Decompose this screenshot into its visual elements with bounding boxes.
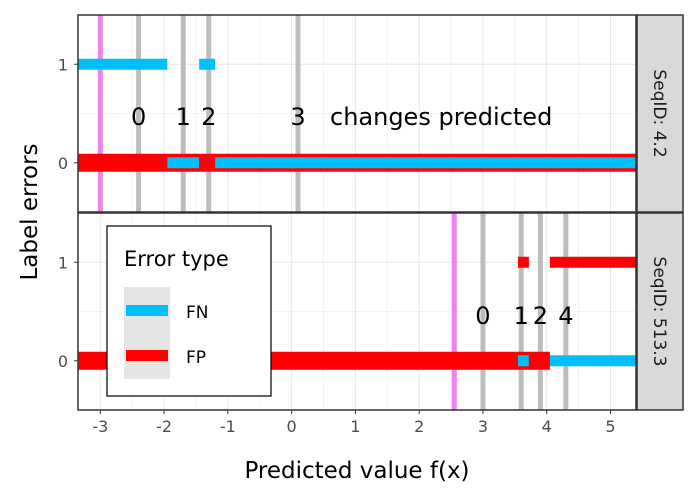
- y-tick-label: 1: [58, 55, 68, 74]
- legend-label-fn: FN: [186, 303, 209, 323]
- x-tick-label: 0: [287, 417, 297, 436]
- segment-fn: [549, 355, 636, 367]
- segment-fp: [78, 157, 168, 169]
- segment-fn: [199, 58, 216, 70]
- legend: Error type FN FP: [106, 225, 272, 397]
- segment-fn: [78, 58, 168, 70]
- x-tick-label: 1: [350, 417, 360, 436]
- strip-background: [636, 212, 684, 411]
- segment-fn: [518, 355, 529, 367]
- x-tick-label: 4: [542, 417, 552, 436]
- change-count-label: 4: [558, 302, 573, 330]
- change-count-label: 0: [475, 302, 490, 330]
- legend-label-fp: FP: [186, 348, 206, 368]
- strip-label: SeqID: 4.2: [649, 69, 669, 157]
- strip-background: [636, 14, 684, 213]
- segment-fp: [549, 256, 636, 268]
- x-tick-label: -3: [92, 417, 108, 436]
- strip-label: SeqID: 513.3: [649, 257, 669, 367]
- changes-predicted-annotation: changes predicted: [330, 103, 552, 131]
- x-tick-label: -1: [220, 417, 236, 436]
- segment-fp: [518, 256, 529, 268]
- panel-border: [77, 212, 637, 411]
- panel-border: [77, 14, 637, 213]
- change-count-label: 3: [290, 103, 305, 131]
- legend-key-fn: [126, 305, 168, 316]
- change-count-label: 0: [131, 103, 146, 131]
- x-tick-label: 5: [605, 417, 615, 436]
- segment-fp: [199, 157, 216, 169]
- y-tick-label: 0: [58, 352, 68, 371]
- change-count-label: 2: [201, 103, 216, 131]
- segment-fn: [215, 157, 636, 169]
- y-axis-label: Label errors: [17, 143, 43, 280]
- y-tick-label: 0: [58, 154, 68, 173]
- change-count-label: 2: [533, 302, 548, 330]
- segment-fp: [528, 355, 550, 367]
- legend-title: Error type: [124, 247, 229, 271]
- x-tick-label: 2: [414, 417, 424, 436]
- legend-key-fp: [126, 350, 168, 361]
- y-tick-label: 1: [58, 253, 68, 272]
- change-count-label: 1: [514, 302, 529, 330]
- segment-fn: [167, 157, 200, 169]
- segment-fp: [78, 355, 519, 367]
- x-tick-label: 3: [478, 417, 488, 436]
- change-count-label: 1: [176, 103, 191, 131]
- x-axis-label: Predicted value f(x): [244, 458, 469, 484]
- panel-1: 0 1 2 3 changes predicted SeqID: 4.2: [77, 14, 684, 213]
- x-tick-label: -2: [156, 417, 172, 436]
